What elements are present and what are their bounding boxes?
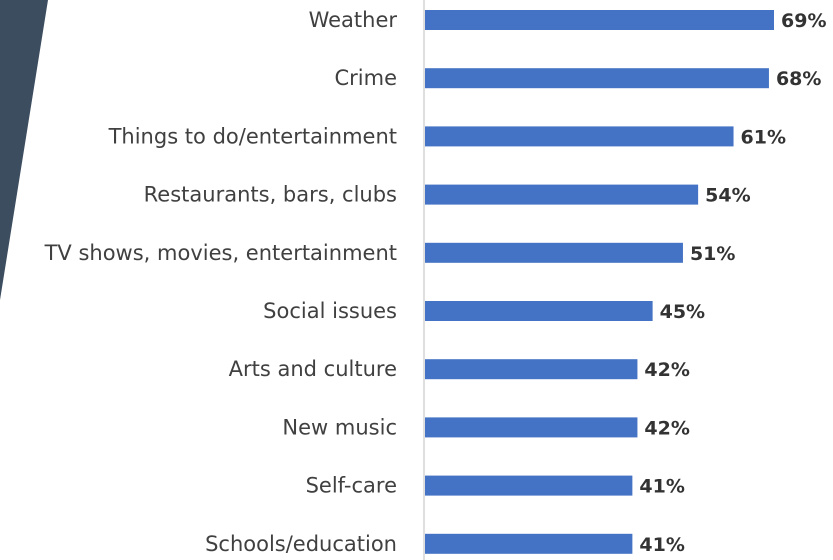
value-label-0: 69% bbox=[781, 10, 826, 32]
decorative-slanted-shape bbox=[0, 0, 48, 300]
value-labels-group: 69% 68% 61% 54% 51% 45% 42% 42% 41% 41% bbox=[639, 10, 826, 556]
bar-6 bbox=[425, 359, 638, 380]
bar-9 bbox=[425, 533, 633, 554]
bar-3 bbox=[425, 184, 699, 205]
bar-5 bbox=[425, 301, 653, 321]
value-label-6: 42% bbox=[644, 359, 689, 381]
category-labels-group: Weather Crime Things to do/entertainment Re… bbox=[44, 8, 398, 556]
category-label-3: Restaurants, bars, clubs bbox=[144, 183, 397, 207]
category-label-2: Things to do/entertainment bbox=[108, 124, 397, 148]
value-label-3: 54% bbox=[705, 185, 750, 207]
bar-4 bbox=[425, 242, 683, 263]
category-label-5: Social issues bbox=[263, 299, 397, 323]
category-label-6: Arts and culture bbox=[229, 357, 397, 381]
value-label-4: 51% bbox=[690, 243, 735, 265]
category-label-8: Self-care bbox=[306, 474, 397, 498]
category-label-9: Schools/education bbox=[205, 532, 397, 556]
value-label-2: 61% bbox=[741, 126, 786, 148]
category-label-4: TV shows, movies, entertainment bbox=[44, 241, 397, 265]
value-label-8: 41% bbox=[639, 476, 684, 498]
bar-8 bbox=[425, 475, 633, 496]
bar-0 bbox=[425, 10, 774, 30]
bar-1 bbox=[425, 68, 769, 89]
value-label-9: 41% bbox=[639, 534, 684, 556]
category-label-1: Crime bbox=[334, 66, 397, 90]
category-label-7: New music bbox=[282, 415, 397, 439]
value-label-5: 45% bbox=[660, 301, 705, 323]
value-label-7: 42% bbox=[644, 417, 689, 439]
category-label-0: Weather bbox=[309, 8, 398, 32]
bars-group bbox=[425, 10, 774, 554]
bar-2 bbox=[425, 126, 734, 147]
bar-7 bbox=[425, 417, 638, 438]
value-label-1: 68% bbox=[776, 68, 821, 90]
